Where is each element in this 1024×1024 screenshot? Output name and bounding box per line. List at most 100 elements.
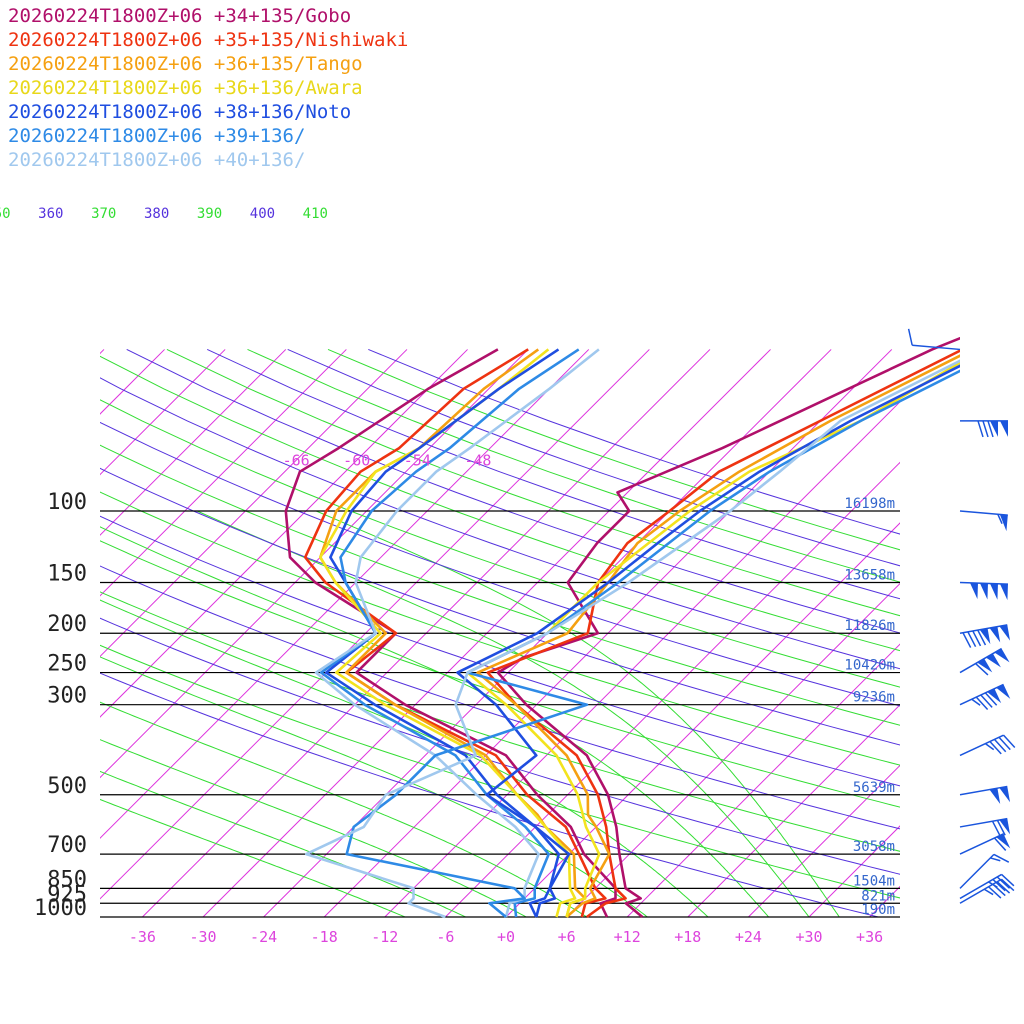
wind-barb-staff [959, 878, 1002, 904]
wind-barb [959, 624, 1011, 648]
wind-barb-pennant [969, 582, 978, 600]
wind-barb-pennant [999, 583, 1008, 601]
wind-barb-flag [1002, 734, 1016, 749]
isotherm-line [626, 643, 900, 918]
wind-barb-pennant [979, 628, 991, 645]
wind-barb-flag [980, 694, 993, 708]
wind-barb-flag [997, 514, 1003, 525]
parcel-profile-line-6 [305, 359, 960, 919]
temperature-tick-label: +12 [614, 928, 641, 946]
theta-label: 350 [0, 206, 11, 222]
wind-barb-staff [959, 873, 1002, 900]
pressure-label-300: 300 [47, 684, 87, 709]
wind-barb-flag [975, 663, 989, 676]
isotherm-line [100, 349, 347, 597]
wind-barb [959, 878, 1015, 904]
temperature-tick-label: +30 [795, 928, 822, 946]
wind-barb-pennant [999, 786, 1011, 803]
wind-barb-flag [996, 819, 1006, 836]
wind-barb-pennant [987, 688, 1002, 704]
wind-barb-flag [989, 740, 1002, 755]
wind-barb-flag [977, 629, 987, 646]
legend-entry-nishiwaki: 20260224T1800Z+06 +35+135/Nishiwaki [8, 29, 409, 51]
wind-barb-pennant [989, 583, 998, 600]
wind-barb-flag [992, 878, 1006, 892]
temperature-tick-label: +18 [674, 928, 701, 946]
wind-barb-pennant [989, 788, 1001, 804]
height-label-500: 5639m [853, 780, 895, 796]
wind-barb-flag [987, 420, 994, 438]
wind-barb-staff [959, 785, 1008, 796]
parcel-profile-line-2 [476, 354, 960, 918]
legend-entry-awara: 20260224T1800Z+06 +36+136/Awara [8, 77, 363, 99]
wind-barb-pennant [989, 626, 1001, 643]
wind-barb-flag [1001, 878, 1015, 892]
wind-barb-pennant [1000, 420, 1008, 437]
height-label-1000: 190m [861, 902, 895, 918]
wind-barb-pennant [999, 818, 1011, 835]
wind-barb [907, 328, 961, 351]
temperature-tick-label: -12 [371, 928, 398, 946]
wind-barb-flag [907, 328, 913, 346]
pressure-label-100: 100 [47, 490, 87, 515]
theta-label: 400 [250, 206, 275, 222]
temperature-tick-label: +0 [497, 928, 515, 946]
environment-profile-line-5 [319, 348, 580, 918]
height-label-150: 13658m [844, 567, 895, 583]
wind-barb-flag [993, 853, 1010, 863]
isotherm-line [0, 349, 43, 917]
wind-barb-flag [998, 736, 1011, 751]
wind-barb [959, 510, 1008, 532]
wind-barb [959, 833, 1011, 855]
height-label-200: 11826m [844, 618, 895, 634]
wind-barb-flag [962, 632, 972, 648]
theta-label: 410 [303, 206, 328, 222]
wind-barb-flag [996, 876, 1011, 889]
height-label-850: 1504m [853, 873, 895, 889]
wind-barb [960, 420, 1008, 438]
wind-barb-flag [984, 742, 995, 751]
temperature-tick-label: -24 [250, 928, 277, 946]
wind-barb-flag [982, 420, 989, 438]
wind-barb-staff [959, 817, 1008, 828]
parcel-profile-line-4 [456, 364, 960, 918]
wind-barb [959, 853, 1010, 889]
wind-barb [959, 647, 1010, 676]
wind-barb-pennant [979, 583, 988, 600]
wind-barb-flag [1001, 873, 1015, 887]
environment-profile-line-4 [324, 348, 561, 918]
moist-adiabat-line [100, 656, 648, 918]
temperature-tick-label: +24 [735, 928, 762, 946]
wind-barb-staff [959, 853, 995, 889]
temperature-tick-label: -18 [311, 928, 338, 946]
wind-barb [959, 785, 1011, 804]
pressure-label-700: 700 [47, 833, 87, 858]
wind-barb-flag [977, 420, 984, 438]
parcel-profile-line-5 [345, 369, 960, 919]
pressure-label-925: 925 [47, 882, 87, 907]
legend-entry-39-136: 20260224T1800Z+06 +39+136/ [8, 125, 306, 147]
wind-barb-flag [967, 631, 977, 648]
height-label-300: 9236m [853, 690, 895, 706]
temperature-tick-label: -6 [436, 928, 454, 946]
upper-isotherm-label: -48 [464, 451, 491, 469]
wind-barb-flag [975, 696, 989, 710]
pressure-label-850: 850 [47, 867, 87, 892]
height-label-250: 10420m [844, 658, 895, 674]
wind-barb [959, 873, 1015, 900]
legend-entry-noto: 20260224T1800Z+06 +38+136/Noto [8, 101, 352, 123]
theta-label: 360 [38, 206, 63, 222]
environment-profile-line-3 [319, 348, 577, 918]
legend-entry-gobo: 20260224T1800Z+06 +34+135/Gobo [8, 5, 352, 27]
wind-barb-flag [991, 820, 1001, 837]
wind-barb-flag [993, 738, 1007, 753]
legend: 20260224T1800Z+06 +34+135/Gobo 20260224T… [8, 4, 408, 172]
wind-barb-staff [959, 734, 1004, 757]
wind-barb-flag [983, 888, 994, 896]
temperature-tick-label: -36 [129, 928, 156, 946]
wind-barb-flag [990, 857, 1001, 862]
wind-barb-flag [988, 886, 1002, 899]
pressure-label-500: 500 [47, 774, 87, 799]
wind-barb [959, 734, 1016, 757]
wind-barb [959, 683, 1011, 710]
